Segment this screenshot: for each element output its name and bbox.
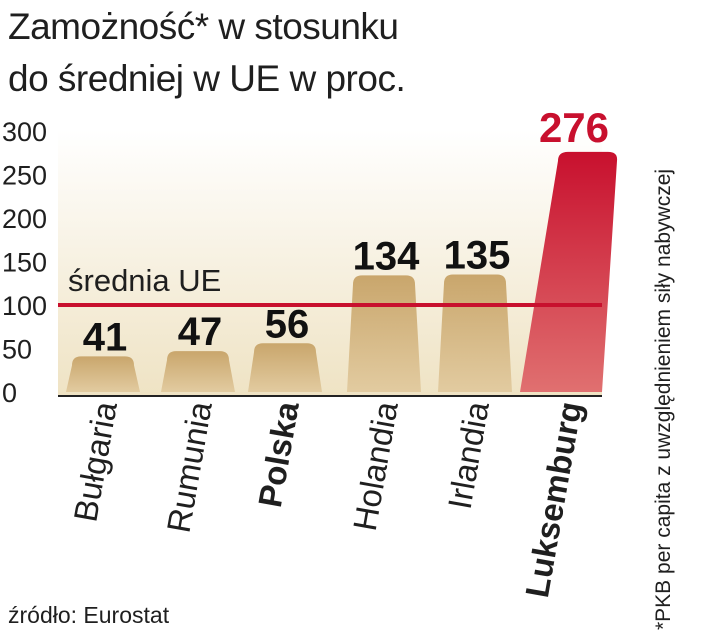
reference-line-label: średnia UE [68,263,221,298]
category-label: Irlandia [441,398,496,512]
y-tick-label: 200 [2,204,47,234]
bar-luksemburg [520,151,618,392]
value-label: 47 [178,310,223,354]
footnote: *PKB per capita z uwzględnieniem siły na… [652,168,675,630]
bar-polska [248,343,322,392]
chart-title-line-1: Zamożność* w stosunku [8,6,399,47]
y-tick-label: 0 [2,378,17,408]
category-label: Holandia [346,398,405,533]
y-tick-label: 300 [2,117,47,147]
y-tick-label: 250 [2,161,47,191]
chart-title-line-2: do średniej w UE w proc. [8,58,406,99]
category-label: Bułgaria [66,398,124,524]
value-label: 41 [83,315,128,359]
category-label: Luksemburg [518,399,589,600]
value-label: 135 [444,234,511,278]
category-label: Polska [251,398,306,510]
plot-background [58,130,602,395]
value-label: 276 [539,104,609,151]
bar-holandia [347,275,421,392]
value-label: 56 [265,302,310,346]
bar-bułgaria [66,356,140,392]
y-tick-label: 150 [2,248,47,278]
category-label: Rumunia [160,398,219,535]
bar-irlandia [438,274,512,392]
value-label: 134 [353,234,420,278]
bar-rumunia [161,351,235,392]
y-tick-label: 50 [2,335,32,365]
source-note: źródło: Eurostat [8,602,170,628]
y-tick-label: 100 [2,291,47,321]
